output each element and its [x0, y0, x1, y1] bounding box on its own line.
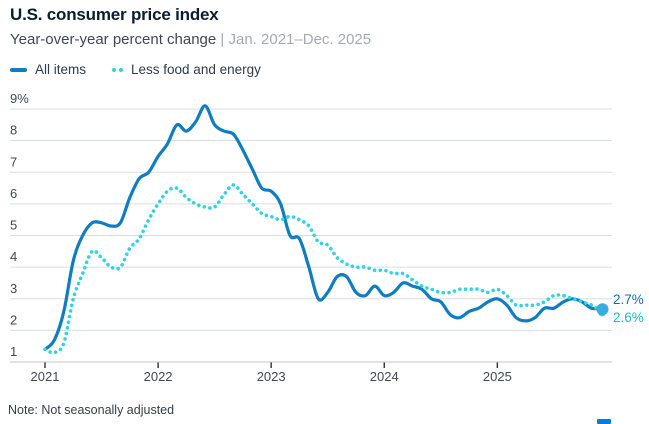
- legend-label-less-food-energy: Less food and energy: [131, 62, 261, 77]
- x-axis-tick-label: 2024: [370, 369, 399, 384]
- x-axis-tick-label: 2022: [144, 369, 173, 384]
- x-axis-tick-label: 2021: [31, 369, 60, 384]
- subtitle-separator: |: [220, 31, 225, 48]
- series-line-all-items: [43, 104, 603, 351]
- end-value-label-all-items: 2.7%: [613, 292, 644, 307]
- logo-fragment: [597, 419, 611, 424]
- y-axis-tick-label: 8: [10, 123, 17, 138]
- subtitle-main: Year-over-year percent change: [10, 31, 217, 48]
- legend-label-all-items: All items: [35, 62, 87, 77]
- y-axis-tick-label: 5: [10, 218, 17, 233]
- chart-subtitle: Year-over-year percent change | Jan. 202…: [10, 31, 371, 48]
- subtitle-date-range: Jan. 2021–Dec. 2025: [228, 31, 372, 48]
- y-axis-tick-label: 4: [10, 249, 17, 264]
- x-axis-tick-label: 2025: [483, 369, 512, 384]
- end-value-label-less-food-energy: 2.6%: [613, 310, 644, 325]
- y-axis-tick-label: 2: [10, 312, 17, 327]
- y-axis-tick-label: 1: [10, 344, 17, 359]
- y-axis-tick-label: 7: [10, 154, 17, 169]
- series-line-less-food-and-energy: [43, 183, 603, 355]
- solid-line-swatch: [10, 67, 27, 72]
- end-point-marker: [596, 303, 609, 316]
- legend-item-all-items[interactable]: All items: [10, 62, 86, 77]
- dotted-line-swatch: [112, 67, 124, 72]
- x-axis-tick-label: 2023: [257, 369, 286, 384]
- y-axis-tick-label: 3: [10, 281, 17, 296]
- legend-item-less-food-energy[interactable]: Less food and energy: [112, 62, 261, 77]
- y-axis-tick-label: 9%: [10, 91, 29, 106]
- chart-note: Note: Not seasonally adjusted: [8, 403, 175, 417]
- chart-legend: All items Less food and energy: [10, 62, 261, 77]
- y-axis-tick-label: 6: [10, 186, 17, 201]
- page-title: U.S. consumer price index: [10, 5, 219, 24]
